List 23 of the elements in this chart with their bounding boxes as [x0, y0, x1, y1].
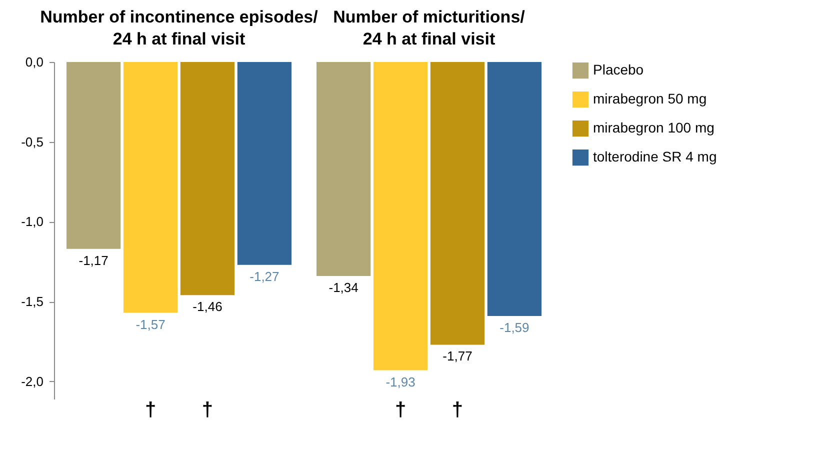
data-label: -1,93 — [386, 374, 416, 390]
data-label: -1,57 — [136, 316, 166, 332]
x-tick-label: Number of incontinence episodes/ 24 h at final visit — [40, 8, 318, 48]
y-tick-label: -2,0 — [21, 374, 44, 389]
annotation: † — [452, 399, 464, 421]
y-tick-label: -0,5 — [21, 134, 44, 150]
data-label: -1,17 — [78, 252, 108, 268]
data-label: -1,34 — [328, 280, 358, 296]
data-label: -1,77 — [442, 348, 472, 364]
y-tick-label: 0,0 — [25, 54, 44, 70]
legend-label: tolterodine SR 4 mg — [593, 148, 717, 164]
annotation: † — [144, 399, 156, 421]
legend-label: mirabegron 100 mg — [593, 120, 714, 136]
data-label: -1,46 — [192, 299, 222, 314]
data-label: -1,27 — [250, 268, 280, 284]
data-label: -1,59 — [500, 320, 530, 335]
legend-label: mirabegron 50 mg — [593, 90, 707, 106]
legend-label: Placebo — [593, 62, 644, 78]
x-tick-label: Number of micturitions/ 24 h at final visit — [333, 8, 526, 48]
annotation: † — [394, 399, 406, 421]
y-tick-label: -1,5 — [21, 294, 44, 310]
y-tick-label: -1,0 — [21, 214, 44, 230]
annotation: † — [202, 399, 214, 421]
